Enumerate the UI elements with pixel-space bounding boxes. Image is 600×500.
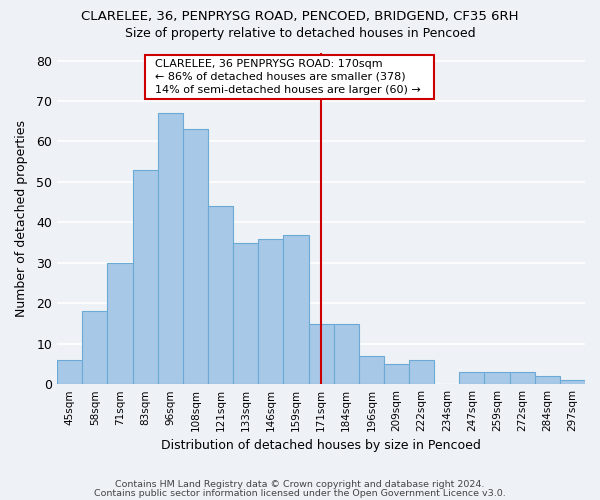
Bar <box>509 372 535 384</box>
Bar <box>409 360 434 384</box>
Bar <box>560 380 585 384</box>
Text: ← 86% of detached houses are smaller (378): ← 86% of detached houses are smaller (37… <box>155 72 406 82</box>
Bar <box>158 113 183 384</box>
Bar <box>208 206 233 384</box>
Bar <box>233 242 258 384</box>
Bar <box>82 312 107 384</box>
Bar <box>183 130 208 384</box>
FancyBboxPatch shape <box>145 54 434 99</box>
Bar <box>57 360 82 384</box>
Text: Contains public sector information licensed under the Open Government Licence v3: Contains public sector information licen… <box>94 490 506 498</box>
Bar <box>107 263 133 384</box>
Text: CLARELEE, 36, PENPRYSG ROAD, PENCOED, BRIDGEND, CF35 6RH: CLARELEE, 36, PENPRYSG ROAD, PENCOED, BR… <box>81 10 519 23</box>
Bar <box>308 324 334 384</box>
Bar <box>133 170 158 384</box>
Bar <box>484 372 509 384</box>
Bar <box>384 364 409 384</box>
Y-axis label: Number of detached properties: Number of detached properties <box>15 120 28 317</box>
Bar <box>535 376 560 384</box>
Bar <box>334 324 359 384</box>
Text: Size of property relative to detached houses in Pencoed: Size of property relative to detached ho… <box>125 28 475 40</box>
Bar <box>460 372 484 384</box>
Text: Contains HM Land Registry data © Crown copyright and database right 2024.: Contains HM Land Registry data © Crown c… <box>115 480 485 489</box>
Bar <box>359 356 384 384</box>
Bar <box>283 234 308 384</box>
Bar <box>258 238 283 384</box>
X-axis label: Distribution of detached houses by size in Pencoed: Distribution of detached houses by size … <box>161 440 481 452</box>
Text: CLARELEE, 36 PENPRYSG ROAD: 170sqm: CLARELEE, 36 PENPRYSG ROAD: 170sqm <box>155 58 383 68</box>
Text: 14% of semi-detached houses are larger (60) →: 14% of semi-detached houses are larger (… <box>155 85 421 95</box>
